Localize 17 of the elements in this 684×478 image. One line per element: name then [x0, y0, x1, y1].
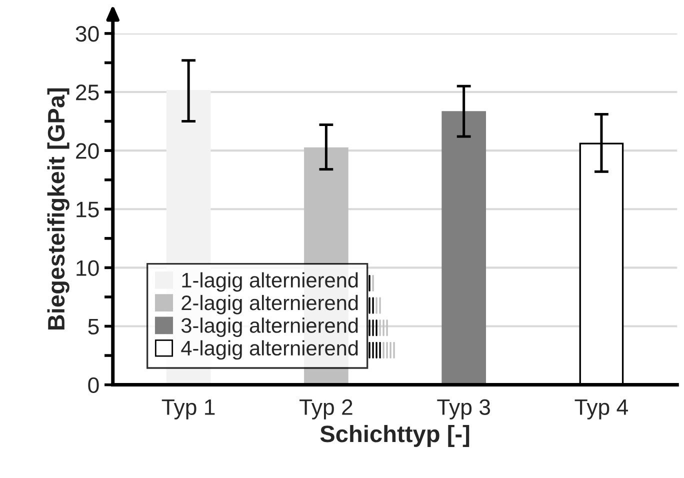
legend-label: 4-lagig alternierend: [181, 340, 358, 360]
x-tick-label: Typ 4: [574, 399, 628, 420]
y-tick-label: 0: [88, 377, 99, 394]
x-tick-label: Typ 3: [437, 399, 490, 420]
y-tick-label: 15: [76, 202, 99, 218]
legend-label: 1-lagig alternierend: [182, 272, 358, 292]
y-tick-label: 20: [76, 143, 99, 159]
x-tick-label: Typ 1: [162, 399, 215, 420]
legend-label: 3-lagig alternierend: [181, 318, 358, 338]
y-tick-label: 10: [76, 260, 99, 276]
y-tick-label: 25: [76, 84, 99, 100]
x-tick-label: Typ 2: [300, 399, 352, 420]
y-axis-title: Biegesteifigkeit [GPa]: [47, 88, 70, 330]
legend-label: 2-lagig alternierend: [182, 294, 358, 314]
x-axis-title: Schichttyp [-]: [320, 424, 470, 447]
y-tick-label: 5: [88, 319, 99, 335]
y-tick-label: 30: [76, 26, 99, 42]
